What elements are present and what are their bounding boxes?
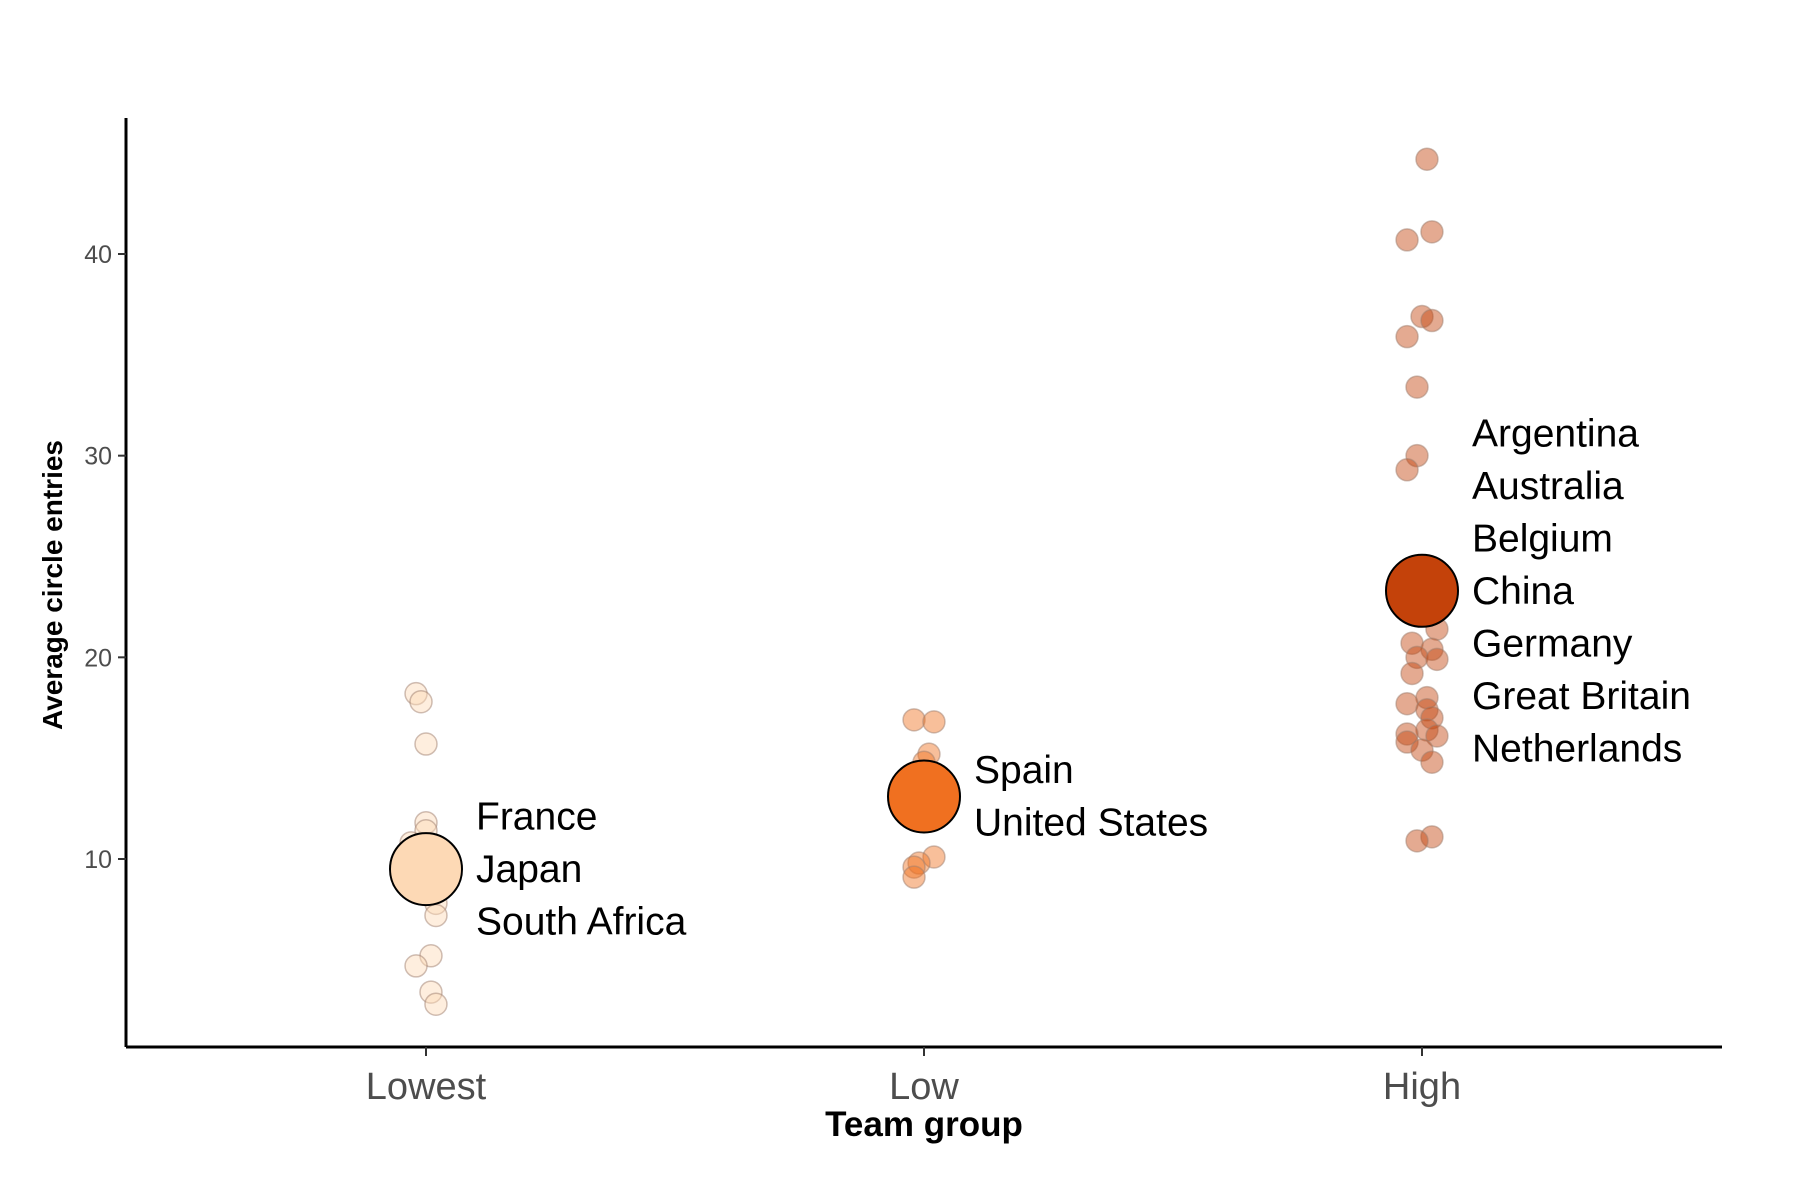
country-label: China [1472, 570, 1574, 613]
data-point [424, 903, 448, 928]
country-label: Belgium [1472, 517, 1613, 560]
y-tick-label: 20 [84, 644, 112, 672]
country-label: Spain [974, 749, 1074, 792]
data-point [1395, 691, 1419, 716]
data-point [424, 992, 448, 1016]
data-point [1395, 324, 1419, 349]
y-ticks: 10 20 30 40 [84, 241, 126, 874]
country-label: France [476, 796, 597, 839]
data-point [1405, 829, 1429, 853]
data-point [922, 710, 946, 734]
data-point [409, 689, 433, 714]
mean-marker-lowest [389, 832, 463, 907]
x-tick-label-low: Low [889, 1066, 959, 1108]
data-point [922, 845, 946, 869]
country-label: Australia [1472, 465, 1624, 508]
data-point [902, 865, 926, 889]
x-tick-label-lowest: Lowest [366, 1066, 487, 1108]
data-point [1420, 220, 1444, 244]
data-point [1410, 738, 1434, 762]
mean-marker-high [1385, 553, 1459, 628]
x-axis-title: Team group [825, 1105, 1023, 1144]
country-label: South Africa [476, 901, 687, 944]
data-point [1395, 722, 1419, 746]
x-ticks: Lowest Low High [366, 1047, 1461, 1108]
y-axis-title: Average circle entries [37, 440, 68, 730]
data-point [1415, 147, 1439, 171]
country-label: Argentina [1472, 412, 1639, 455]
data-point [404, 954, 428, 978]
data-point [419, 980, 443, 1004]
country-label: United States [974, 802, 1208, 845]
country-label: Germany [1472, 622, 1633, 665]
data-point [1425, 724, 1449, 748]
mean-markers [389, 553, 1459, 907]
data-point [1420, 825, 1444, 849]
data-point [1395, 228, 1419, 252]
data-point [1405, 375, 1429, 399]
y-tick-label: 10 [84, 846, 112, 874]
data-point [1420, 308, 1444, 333]
x-tick-label-high: High [1383, 1066, 1461, 1108]
data-point [1420, 706, 1444, 730]
data-point [902, 855, 926, 879]
data-point [1395, 730, 1419, 754]
mean-marker-low [887, 759, 961, 834]
data-point [414, 732, 438, 756]
data-point [1425, 647, 1449, 672]
data-point [1400, 661, 1424, 686]
data-point [902, 708, 926, 732]
y-tick-label: 30 [84, 443, 112, 471]
country-label: Japan [476, 848, 582, 891]
data-point [1395, 458, 1419, 482]
country-label: Netherlands [1472, 727, 1682, 770]
data-point [1420, 750, 1444, 774]
country-labels: France Japan South Africa Spain United State… [476, 412, 1691, 943]
y-tick-label: 40 [84, 241, 112, 269]
country-label: Great Britain [1472, 675, 1691, 718]
